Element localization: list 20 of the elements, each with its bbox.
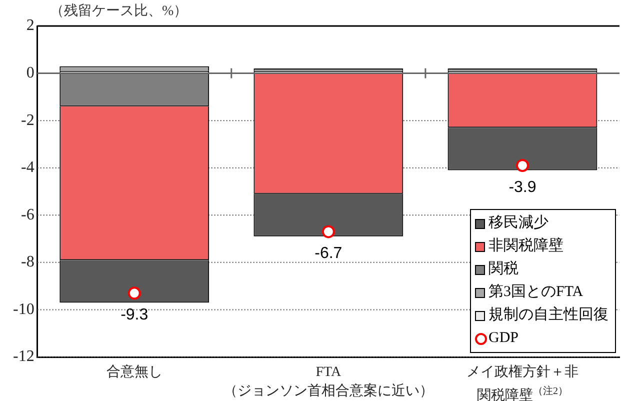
y-tick-label: -8 — [21, 254, 34, 271]
x-tick-label: 合意無し — [105, 364, 164, 382]
legend-label: 関税 — [488, 260, 518, 279]
legend-label: 第3国とのFTA — [488, 283, 584, 302]
legend-label: 規制の自主性回復 — [488, 305, 608, 325]
x-tick-label: FTA （ジョンソン首相合意案に近い） — [222, 364, 434, 401]
legend-label: 非関税障壁 — [488, 236, 564, 256]
y-tick-label: 0 — [26, 64, 34, 82]
data-label: -6.7 — [314, 245, 342, 262]
y-tick-label: -12 — [13, 348, 34, 366]
y-tick-label: -2 — [21, 112, 34, 129]
y-tick-label: 2 — [26, 17, 34, 34]
y-tick-label: -4 — [21, 159, 34, 176]
data-label: -3.9 — [508, 178, 536, 196]
y-tick-label: -10 — [13, 300, 34, 318]
y-axis-title: （残留ケース比、%） — [50, 2, 188, 20]
legend-label: 移民減少 — [488, 214, 548, 233]
legend-label: GDP — [488, 329, 519, 348]
data-label: -9.3 — [120, 306, 148, 324]
y-tick-label: -6 — [21, 206, 34, 224]
